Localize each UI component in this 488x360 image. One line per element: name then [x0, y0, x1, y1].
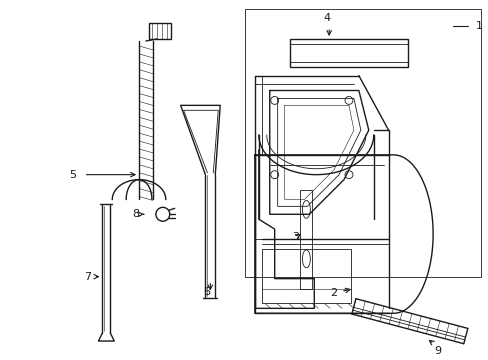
Text: 9: 9 [434, 346, 441, 356]
Text: 6: 6 [203, 287, 209, 297]
Bar [261, 249, 350, 303]
Bar [244, 9, 480, 276]
Text: 5: 5 [69, 170, 77, 180]
Bar [289, 44, 407, 62]
Bar [149, 23, 170, 39]
Bar [300, 189, 312, 288]
Text: 4: 4 [323, 13, 330, 23]
Text: 7: 7 [84, 272, 91, 282]
Bar [289, 39, 407, 67]
Text: 8: 8 [132, 209, 139, 219]
Text: 2: 2 [329, 288, 336, 298]
Text: 1: 1 [475, 21, 482, 31]
Text: 3: 3 [292, 232, 299, 242]
